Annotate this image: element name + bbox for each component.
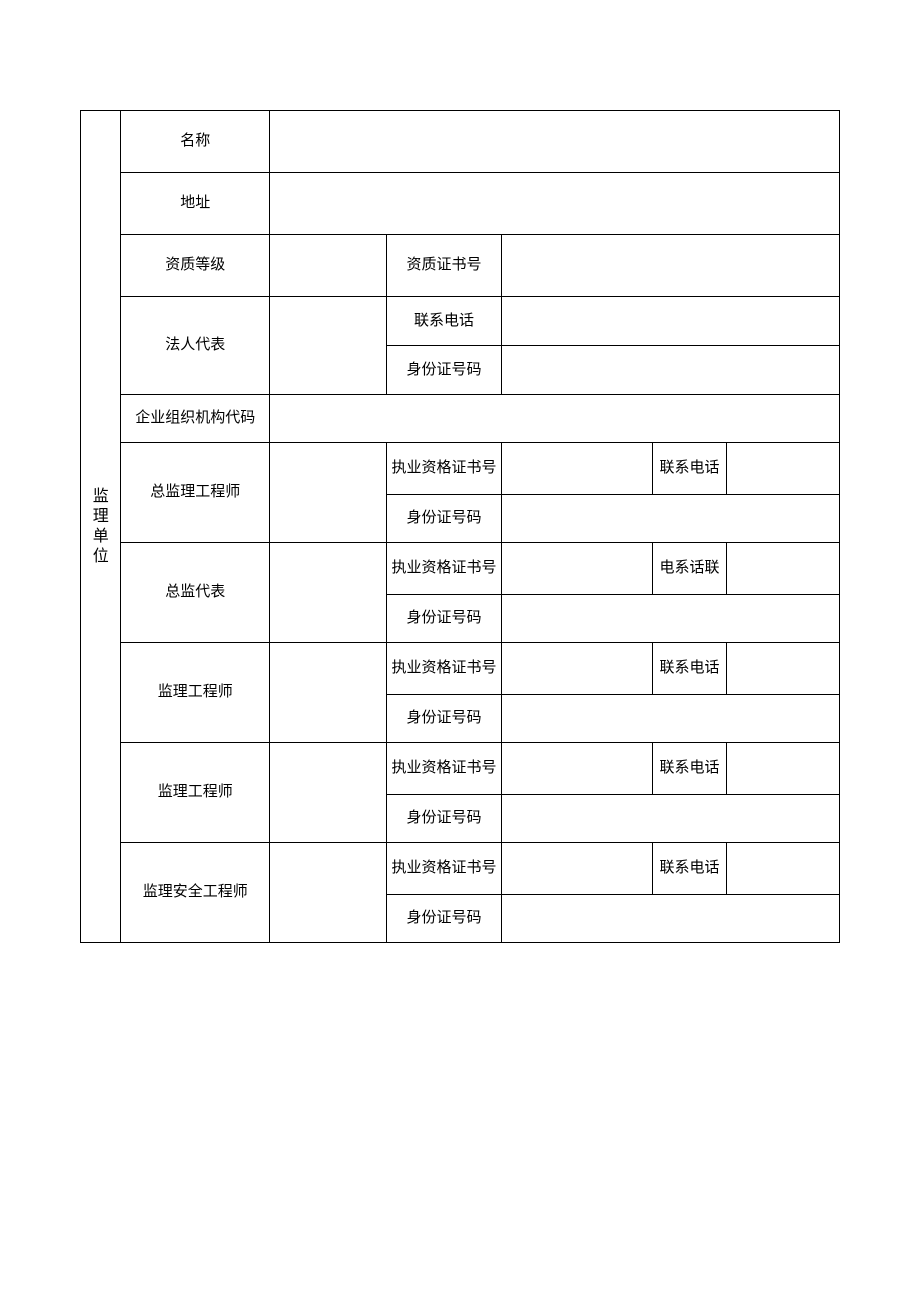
label-chief-rep-cert: 执业资格证书号 bbox=[387, 543, 502, 595]
label-name: 名称 bbox=[121, 111, 270, 173]
label-legal-rep-phone: 联系电话 bbox=[387, 297, 502, 346]
value-org-code bbox=[270, 395, 840, 443]
label-safety-engineer-cert: 执业资格证书号 bbox=[387, 843, 502, 895]
value-engineer1-name bbox=[270, 643, 387, 743]
label-engineer-2: 监理工程师 bbox=[121, 743, 270, 843]
label-engineer2-cert: 执业资格证书号 bbox=[387, 743, 502, 795]
label-chief-rep-id: 身份证号码 bbox=[387, 595, 502, 643]
label-safety-engineer-phone: 联系电话 bbox=[652, 843, 726, 895]
section-title-char-1: 监 bbox=[93, 487, 109, 507]
label-safety-engineer-id: 身份证号码 bbox=[387, 895, 502, 943]
label-chief-rep-phone: 电系话联 bbox=[652, 543, 726, 595]
value-safety-engineer-phone bbox=[727, 843, 840, 895]
value-address bbox=[270, 173, 840, 235]
value-legal-rep-phone bbox=[501, 297, 839, 346]
section-title-char-4: 位 bbox=[93, 547, 109, 567]
label-engineer2-phone: 联系电话 bbox=[652, 743, 726, 795]
value-name bbox=[270, 111, 840, 173]
label-address: 地址 bbox=[121, 173, 270, 235]
value-engineer1-cert bbox=[501, 643, 652, 695]
value-chief-rep-name bbox=[270, 543, 387, 643]
label-engineer1-phone: 联系电话 bbox=[652, 643, 726, 695]
value-engineer1-phone bbox=[727, 643, 840, 695]
value-safety-engineer-name bbox=[270, 843, 387, 943]
label-engineer2-id: 身份证号码 bbox=[387, 795, 502, 843]
value-legal-rep-id bbox=[501, 346, 839, 395]
label-chief-engineer-id: 身份证号码 bbox=[387, 495, 502, 543]
value-engineer2-id bbox=[501, 795, 839, 843]
label-legal-rep-id: 身份证号码 bbox=[387, 346, 502, 395]
label-qualification-level: 资质等级 bbox=[121, 235, 270, 297]
value-chief-rep-cert bbox=[501, 543, 652, 595]
section-title-char-3: 单 bbox=[93, 527, 109, 547]
value-chief-rep-id bbox=[501, 595, 839, 643]
label-legal-rep: 法人代表 bbox=[121, 297, 270, 395]
value-chief-rep-phone bbox=[727, 543, 840, 595]
value-safety-engineer-id bbox=[501, 895, 839, 943]
value-qualification-level bbox=[270, 235, 387, 297]
value-engineer2-phone bbox=[727, 743, 840, 795]
value-chief-engineer-id bbox=[501, 495, 839, 543]
value-safety-engineer-cert bbox=[501, 843, 652, 895]
label-chief-engineer: 总监理工程师 bbox=[121, 443, 270, 543]
label-chief-rep: 总监代表 bbox=[121, 543, 270, 643]
value-chief-engineer-name bbox=[270, 443, 387, 543]
label-qualification-cert-no: 资质证书号 bbox=[387, 235, 502, 297]
label-org-code: 企业组织机构代码 bbox=[121, 395, 270, 443]
value-legal-rep bbox=[270, 297, 387, 395]
section-title-vertical: 监 理 单 位 bbox=[81, 111, 121, 943]
label-chief-engineer-cert: 执业资格证书号 bbox=[387, 443, 502, 495]
supervision-unit-table: 监 理 单 位 名称 地址 资质等级 资质证书号 法人代表 联系电话 身份证号码… bbox=[80, 110, 840, 943]
value-engineer2-cert bbox=[501, 743, 652, 795]
section-title-char-2: 理 bbox=[93, 507, 109, 527]
value-engineer1-id bbox=[501, 695, 839, 743]
value-chief-engineer-cert bbox=[501, 443, 652, 495]
label-engineer1-cert: 执业资格证书号 bbox=[387, 643, 502, 695]
label-engineer1-id: 身份证号码 bbox=[387, 695, 502, 743]
value-qualification-cert-no bbox=[501, 235, 839, 297]
label-chief-engineer-phone: 联系电话 bbox=[652, 443, 726, 495]
label-engineer-1: 监理工程师 bbox=[121, 643, 270, 743]
value-engineer2-name bbox=[270, 743, 387, 843]
value-chief-engineer-phone bbox=[727, 443, 840, 495]
label-safety-engineer: 监理安全工程师 bbox=[121, 843, 270, 943]
